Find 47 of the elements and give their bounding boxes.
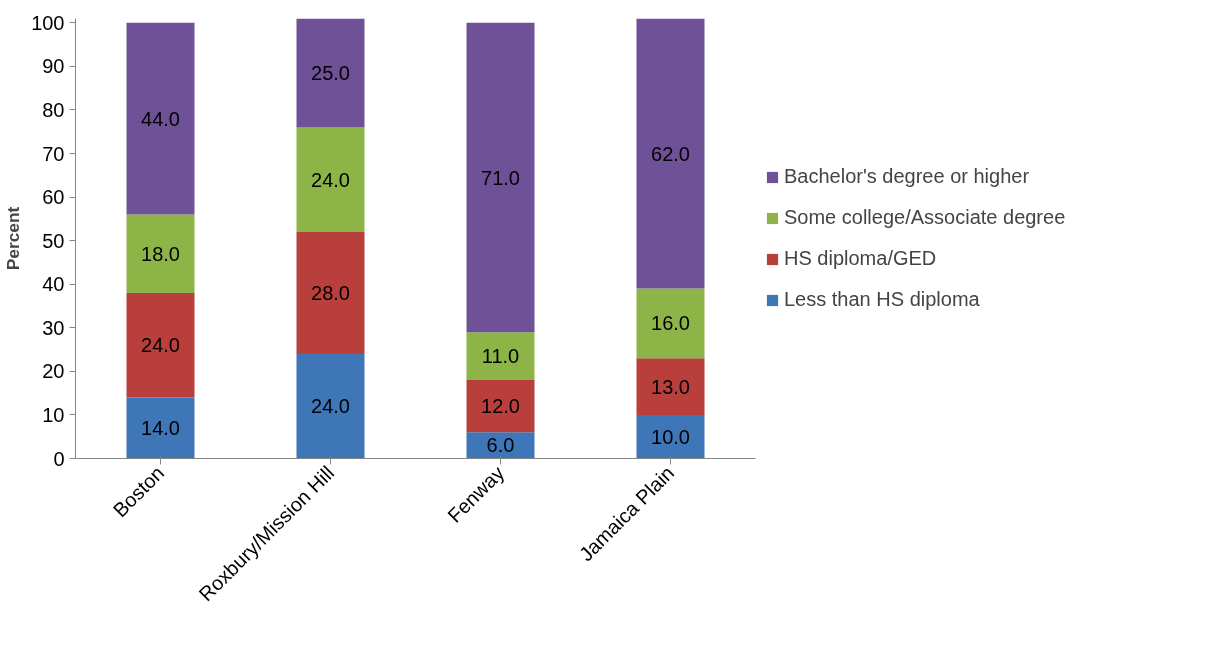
legend-label: Less than HS diploma [784,288,980,311]
data-label: 24.0 [311,395,350,418]
data-label: 71.0 [481,166,520,189]
data-label: 28.0 [311,281,350,304]
bar [126,397,195,459]
data-label: 62.0 [651,142,690,165]
y-tick-label: 80 [42,98,65,121]
bar [296,18,365,128]
y-tick-label: 90 [42,55,65,78]
bar [296,231,365,354]
legend-label: Bachelor's degree or higher [784,165,1030,188]
bar [296,127,365,232]
y-tick-label: 0 [53,447,65,470]
bar [466,332,535,381]
data-label: 25.0 [311,61,350,84]
data-label: 10.0 [651,425,690,448]
bar [126,292,195,398]
bar [126,214,195,293]
y-axis-title: Percent [3,206,24,271]
y-tick-label: 40 [42,273,65,296]
bar [126,22,195,215]
y-tick-label: 20 [42,360,65,383]
data-label: 6.0 [486,434,515,457]
bar [636,288,705,359]
data-label: 24.0 [141,334,180,357]
y-tick-label: 100 [31,11,65,34]
y-tick-label: 50 [42,229,65,252]
bar [466,22,535,333]
y-tick-label: 10 [42,403,65,426]
legend-label: HS diploma/GED [784,247,937,270]
data-label: 44.0 [141,107,180,130]
data-label: 13.0 [651,375,690,398]
bar [296,353,365,459]
data-label: 11.0 [481,345,520,368]
data-label: 12.0 [481,395,520,418]
data-label: 24.0 [311,168,350,191]
data-label: 18.0 [141,242,180,265]
bar [636,414,705,459]
legend-label: Some college/Associate degree [784,206,1066,229]
y-tick-label: 70 [42,142,65,165]
data-label: 14.0 [141,417,180,439]
bar [636,358,705,415]
bar [636,18,705,289]
y-tick-label: 30 [42,316,65,339]
y-tick-label: 60 [42,186,65,209]
data-label: 16.0 [651,312,690,335]
bar [466,380,535,433]
